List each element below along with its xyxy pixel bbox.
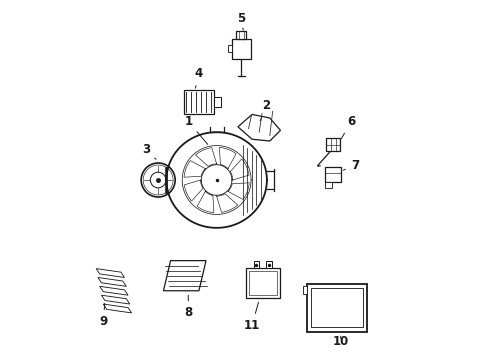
Text: 1: 1 <box>184 115 208 144</box>
Text: 4: 4 <box>195 67 203 88</box>
Polygon shape <box>101 295 130 304</box>
Bar <box>326 138 340 151</box>
Text: 10: 10 <box>333 335 349 348</box>
Text: 5: 5 <box>237 12 245 30</box>
Polygon shape <box>99 286 128 295</box>
Bar <box>228 45 232 53</box>
Text: 11: 11 <box>244 302 260 332</box>
Text: 8: 8 <box>184 295 193 319</box>
Text: 3: 3 <box>142 143 156 159</box>
Bar <box>266 261 271 268</box>
Bar <box>246 268 280 298</box>
Bar <box>214 97 221 107</box>
Bar <box>237 31 246 39</box>
Bar <box>303 286 307 294</box>
Bar <box>325 167 341 182</box>
Text: 2: 2 <box>260 99 270 121</box>
Polygon shape <box>98 278 126 286</box>
Text: 6: 6 <box>342 115 355 139</box>
Text: 7: 7 <box>343 159 359 172</box>
Bar <box>325 182 332 188</box>
Bar <box>232 39 251 59</box>
Bar <box>254 261 259 268</box>
Bar <box>249 271 277 295</box>
Bar <box>307 284 368 332</box>
Polygon shape <box>238 114 280 141</box>
Text: 9: 9 <box>99 303 107 328</box>
Bar <box>311 288 363 327</box>
Polygon shape <box>164 261 206 291</box>
Polygon shape <box>103 304 132 313</box>
Bar <box>184 90 214 114</box>
Polygon shape <box>96 269 124 278</box>
